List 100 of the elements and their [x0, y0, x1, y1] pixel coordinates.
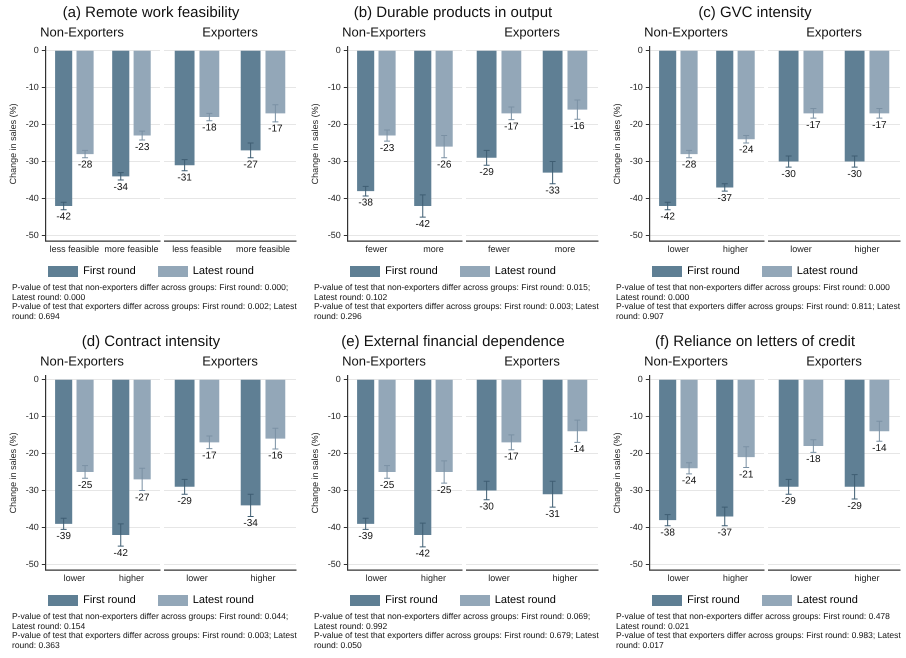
- data-label: -17: [872, 120, 888, 131]
- x-tick-label: lower: [790, 244, 812, 254]
- legend-label: Latest round: [796, 265, 858, 277]
- chart-subtitle: Exporters: [806, 24, 862, 40]
- data-label: -16: [570, 121, 586, 132]
- chart-subtitle: Non-Exporters: [40, 353, 124, 368]
- data-label: -42: [114, 548, 128, 559]
- data-label: -27: [134, 492, 150, 504]
- data-label: -29: [479, 166, 494, 178]
- y-tick-label: 0: [336, 374, 341, 384]
- chart-subtitle: Exporters: [504, 353, 560, 368]
- x-tick-label: higher: [854, 573, 880, 584]
- legend-label: First round: [82, 594, 136, 606]
- text: P-value of test that non-exporters differ across groups: First round: 0.478 Latest round: 0.021: [616, 611, 891, 631]
- text: P-value of test that exporters differ across groups: First round: 0.679; Latest round: 0.050: [314, 630, 600, 650]
- legend-label: Latest round: [192, 594, 254, 606]
- data-label: -25: [436, 484, 452, 496]
- y-tick-label: -10: [328, 82, 341, 92]
- data-label: -38: [358, 198, 374, 209]
- chart-subtitle: Exporters: [202, 353, 258, 368]
- x-tick-label: fewer: [365, 244, 388, 254]
- y-tick-label: -20: [328, 118, 341, 129]
- legend-label: First round: [82, 265, 136, 277]
- y-tick-label: -50: [26, 559, 39, 570]
- x-tick-label: lower: [790, 573, 812, 584]
- data-label: -34: [243, 518, 258, 530]
- data-label: -30: [781, 168, 796, 180]
- data-label: -27: [243, 160, 258, 171]
- x-tick-label: more feasible: [104, 244, 158, 254]
- data-label: -30: [479, 502, 494, 513]
- y-tick-label: -20: [328, 448, 341, 458]
- x-tick-label: lower: [668, 244, 690, 254]
- y-tick-label: -40: [328, 522, 341, 532]
- data-label: -37: [718, 527, 732, 538]
- y-tick-label: -30: [630, 484, 643, 495]
- data-label: -31: [545, 508, 560, 520]
- chart-title: (e) External financial dependence: [340, 332, 566, 352]
- data-label: -42: [56, 211, 72, 222]
- data-label: -14: [872, 442, 888, 454]
- text: P-value of test that exporters differ across groups: First round: 0.811; Latest round: 0.907: [616, 301, 902, 321]
- x-tick-label: less feasible: [172, 244, 222, 254]
- data-label: -24: [682, 476, 697, 487]
- y-tick-label: 0: [34, 44, 39, 55]
- legend-label: First round: [686, 594, 740, 606]
- legend-label: First round: [384, 265, 438, 277]
- data-label: -14: [570, 444, 586, 456]
- x-tick-label: lower: [488, 573, 510, 584]
- data-label: -28: [78, 160, 93, 171]
- data-label: -21: [738, 469, 754, 480]
- data-label: -29: [847, 500, 862, 512]
- data-label: -16: [268, 450, 284, 462]
- data-label: -39: [56, 531, 72, 542]
- y-tick-label: -50: [328, 230, 341, 240]
- data-label: -17: [504, 451, 520, 462]
- data-label: -25: [380, 480, 395, 492]
- data-label: -26: [436, 160, 452, 171]
- chart-subtitle: Exporters: [202, 24, 258, 40]
- x-tick-label: less feasible: [50, 244, 100, 254]
- y-tick-label: -50: [630, 230, 643, 240]
- x-tick-label: higher: [722, 244, 748, 254]
- x-tick-label: higher: [854, 244, 880, 254]
- legend-label: Latest round: [494, 265, 556, 277]
- text: P-value of test that exporters differ across groups: First round: 0.003; Latest round: 0.296: [314, 301, 600, 321]
- text: P-value of test that non-exporters differ across groups: First round: 0.015; Latest round: 0.102: [314, 282, 592, 302]
- x-tick-label: higher: [420, 573, 446, 584]
- chart-subtitle: Exporters: [806, 353, 862, 368]
- chart-subtitle: Non-Exporters: [40, 24, 124, 40]
- text: P-value of test that exporters differ across groups: First round: 0.983; Latest round: 0.017: [616, 630, 902, 650]
- y-tick-label: -20: [630, 118, 643, 129]
- data-label: -37: [718, 192, 732, 204]
- y-tick-label: -50: [630, 559, 643, 570]
- chart-subtitle: Non-Exporters: [342, 24, 426, 40]
- chart-subtitle: Non-Exporters: [342, 353, 426, 368]
- y-tick-label: -40: [26, 193, 39, 204]
- text: P-value of test that non-exporters differ across groups: First round: 0.000; Latest round: 0.000: [12, 282, 290, 302]
- y-axis-title: Change in sales (%): [310, 103, 320, 184]
- data-label: -34: [114, 182, 128, 193]
- chart-subtitle: Exporters: [504, 24, 560, 40]
- y-tick-label: -10: [630, 410, 643, 421]
- legend-label: First round: [384, 594, 438, 606]
- data-label: -17: [268, 124, 284, 135]
- y-axis-title: Change in sales (%): [8, 103, 18, 184]
- x-tick-label: higher: [118, 573, 144, 584]
- data-label: -29: [177, 496, 192, 507]
- y-tick-label: 0: [638, 44, 643, 55]
- x-tick-label: higher: [722, 573, 748, 584]
- y-tick-label: -10: [630, 82, 643, 92]
- data-label: -23: [134, 142, 150, 153]
- y-tick-label: -30: [26, 484, 39, 495]
- data-label: -18: [806, 454, 822, 466]
- x-tick-label: lower: [668, 573, 690, 584]
- y-tick-label: 0: [34, 374, 39, 384]
- y-tick-label: -30: [26, 156, 39, 166]
- legend-label: Latest round: [494, 594, 556, 606]
- data-label: -42: [660, 211, 676, 222]
- x-tick-label: lower: [186, 573, 208, 584]
- text: P-value of test that non-exporters differ across groups: First round: 0.000 Latest round: 0.000: [616, 282, 891, 302]
- y-tick-label: -10: [26, 82, 39, 92]
- legend-label: Latest round: [192, 265, 254, 277]
- text: P-value of test that exporters differ across groups: First round: 0.003; Latest round: 0.363: [12, 630, 298, 650]
